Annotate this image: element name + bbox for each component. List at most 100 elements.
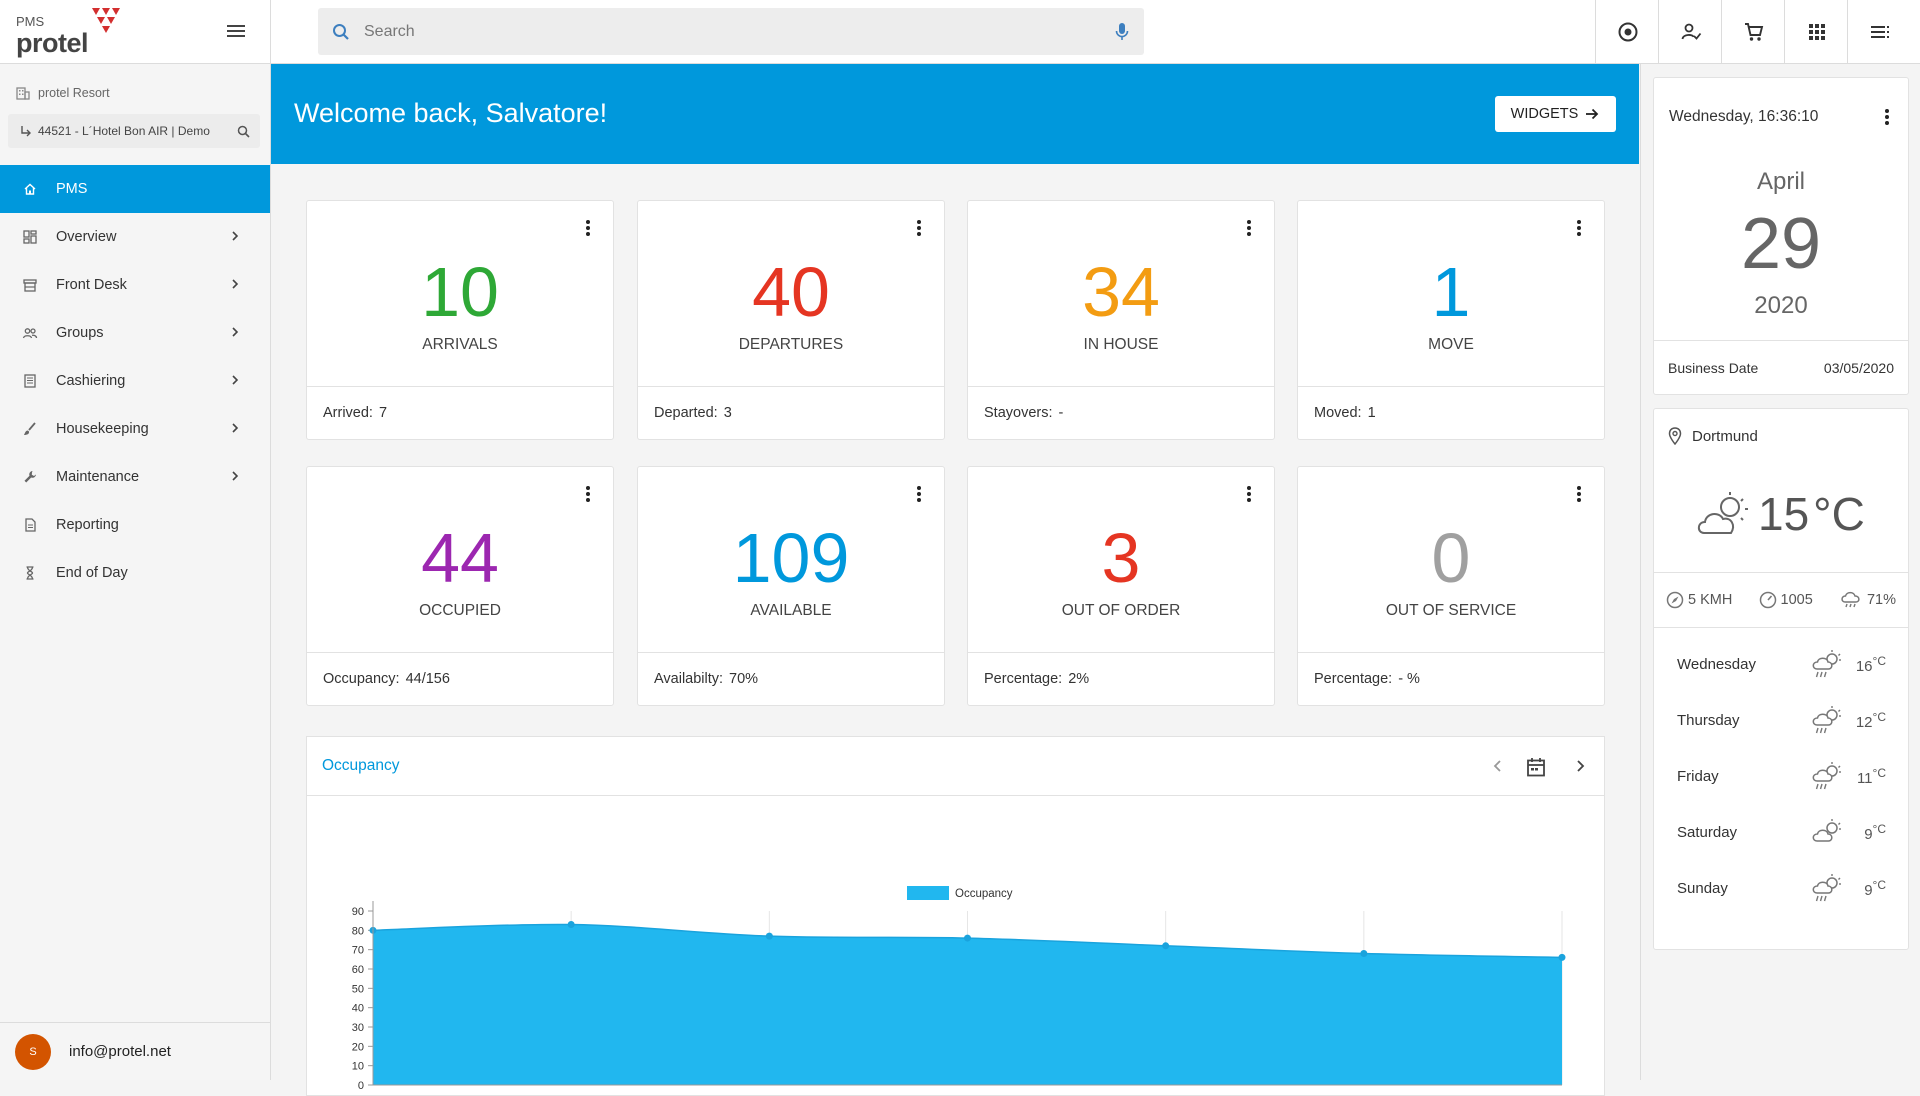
people-icon [22,328,38,339]
nav-item-groups[interactable]: Groups [0,309,270,357]
calendar-month: April [1756,168,1805,195]
stat-card-available: 109 AVAILABLE Availabilty: 70% [637,466,945,706]
forecast-temp-value: 12 [1855,713,1873,731]
welcome-banner: Welcome back, Salvatore! WIDGETS [271,64,1639,164]
occupancy-point [1558,953,1566,961]
stat-footer: Arrived: 7 [307,386,613,439]
nav-item-pms[interactable]: PMS [0,165,270,213]
wind-stat: 5 KMH [1666,591,1732,609]
home-icon [24,183,36,195]
occupancy-point [765,932,773,940]
current-temperature: 15 [1758,488,1810,540]
stat-label: IN HOUSE [1083,336,1159,353]
forecast-temp-value: 9 [1864,881,1873,899]
stat-card-arrivals: 10 ARRIVALS Arrived: 7 [306,200,614,440]
occupancy-point [1162,942,1170,950]
business-date: Business Date 03/05/2020 [1654,340,1908,394]
more-vert-icon[interactable] [916,219,922,237]
more-vert-icon[interactable] [1576,219,1582,237]
rain-cloud-icon [1841,591,1860,608]
top-action-cart[interactable] [1721,0,1785,63]
search-input[interactable] [362,21,1114,42]
occupancy-panel: Occupancy 0102030405060708090Thursday03/… [306,736,1605,1096]
forecast-temp-value: 16 [1855,657,1873,675]
more-vert-icon[interactable] [1884,108,1890,126]
top-action-target[interactable] [1595,0,1659,63]
chart-y-tick-label: 60 [352,964,364,976]
more-vert-icon[interactable] [585,219,591,237]
forecast-temp-unit: °C [1872,821,1886,836]
stat-footer-key: Arrived: [323,405,373,421]
widgets-button[interactable]: WIDGETS [1495,96,1616,132]
stat-footer-key: Percentage: [1314,671,1393,687]
chart-y-tick-label: 10 [352,1061,364,1073]
nav-item-front-desk[interactable]: Front Desk [0,261,270,309]
nav-item-reporting[interactable]: Reporting [0,501,270,549]
stat-value: 1 [1431,253,1471,331]
stat-footer-key: Stayovers: [984,405,1053,421]
user-account[interactable]: S info@protel.net [0,1022,270,1080]
top-action-apps[interactable] [1784,0,1848,63]
menu-list-icon [1870,25,1889,38]
wind-value: 5 KMH [1688,592,1733,608]
nav-label: Overview [56,229,117,245]
nav-item-overview[interactable]: Overview [0,213,270,261]
nav-label: Groups [56,325,104,341]
shopping-cart-icon [1744,22,1763,41]
nav-label: Reporting [56,517,119,533]
city-name: Dortmund [1692,427,1758,445]
more-vert-icon[interactable] [916,485,922,503]
more-vert-icon[interactable] [1246,485,1252,503]
chevron-left-icon[interactable] [1491,756,1505,776]
search-icon[interactable] [237,125,250,138]
microphone-icon[interactable] [1114,22,1130,42]
forecast-temp: 16°C [1846,654,1886,675]
top-action-user[interactable] [1658,0,1722,63]
hamburger-menu-icon[interactable] [224,20,250,42]
chart-y-tick-label: 70 [352,945,364,957]
stat-value: 40 [752,253,830,331]
arrow-right-icon [1586,108,1599,120]
calendar-icon[interactable] [1525,756,1547,778]
nav-item-maintenance[interactable]: Maintenance [0,453,270,501]
chart-y-tick-label: 50 [352,983,364,995]
chart-y-tick-label: 90 [352,906,364,918]
business-date-label: Business Date [1668,359,1759,376]
more-vert-icon[interactable] [585,485,591,503]
forecast-temp-unit: °C [1872,653,1886,668]
location-pin-icon [1668,427,1682,445]
chevron-right-icon [232,471,239,481]
stat-label: DEPARTURES [738,336,844,353]
brand-header: PMS protel [0,0,270,64]
top-action-menu[interactable] [1847,0,1911,63]
stat-label: OUT OF ORDER [1061,602,1181,619]
stat-footer-key: Percentage: [984,671,1063,687]
hourglass-icon [26,566,34,580]
radio-target-icon [1618,22,1637,41]
chart-y-tick-label: 20 [352,1041,364,1053]
wrench-icon [24,471,36,483]
forecast-temp: 11°C [1846,766,1886,787]
widgets-label: WIDGETS [1510,106,1579,122]
forecast-day: Friday [1677,767,1719,785]
nav-item-cashiering[interactable]: Cashiering [0,357,270,405]
protel-logo[interactable]: protel [16,28,89,58]
top-bar [271,0,1920,64]
dashboard-icon [23,230,37,244]
forecast-day: Sunday [1677,879,1728,897]
welcome-message: Welcome back, Salvatore! [294,98,608,128]
forecast-temp-value: 9 [1864,825,1873,843]
stat-footer-value: 70% [729,671,759,687]
forecast-temp: 12°C [1846,710,1886,731]
chevron-right-icon[interactable] [1573,756,1587,776]
forecast-temp-unit: °C [1872,877,1886,892]
more-vert-icon[interactable] [1576,485,1582,503]
stat-value: 44 [421,519,499,597]
more-vert-icon[interactable] [1246,219,1252,237]
hotel-selector[interactable]: 44521 - L´Hotel Bon AIR | Demo [8,114,260,148]
stat-label: OCCUPIED [419,602,501,619]
nav-item-housekeeping[interactable]: Housekeeping [0,405,270,453]
nav-item-end-of-day[interactable]: End of Day [0,549,270,597]
stat-card-out-of-service: 0 OUT OF SERVICE Percentage: - % [1297,466,1605,706]
compass-icon [1666,591,1684,609]
